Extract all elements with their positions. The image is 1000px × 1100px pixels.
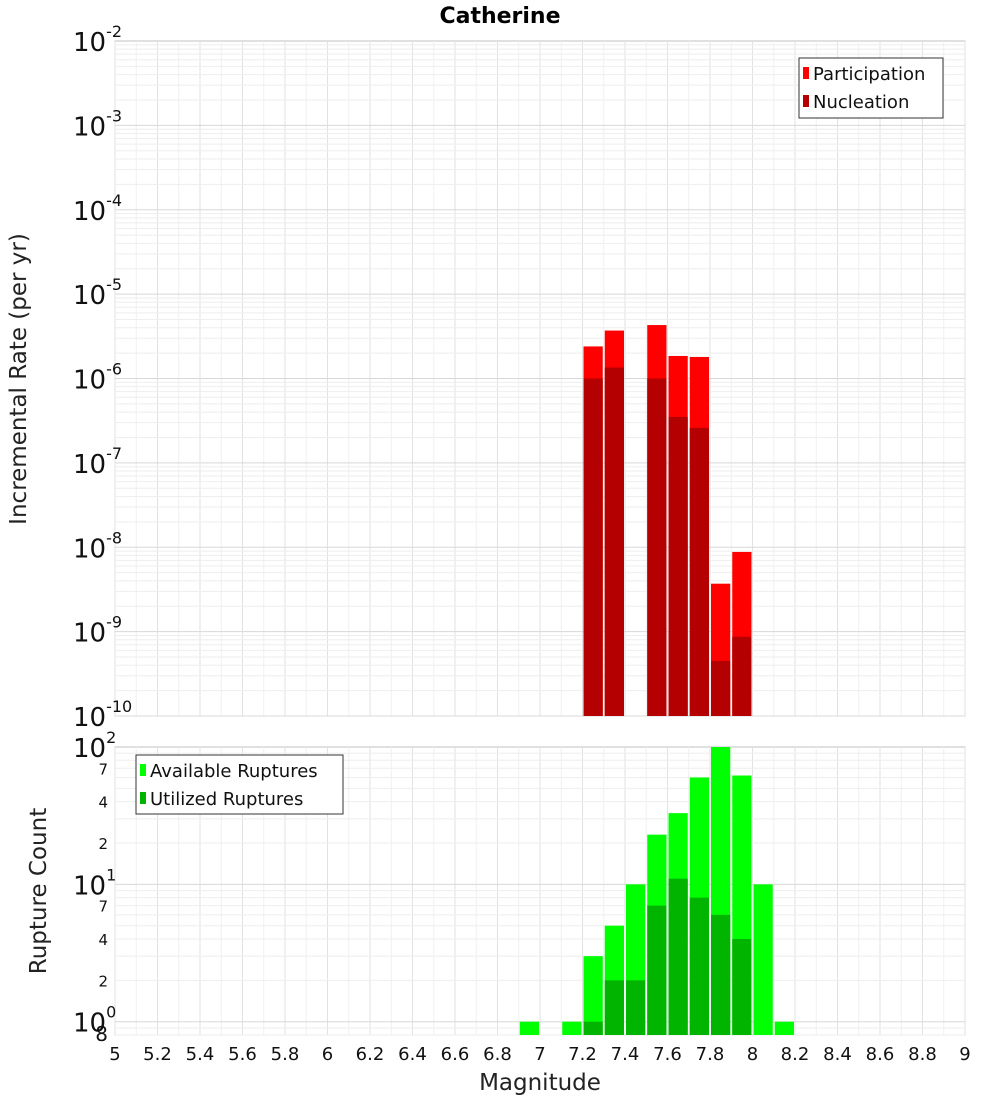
rate-nucleation-bar [711, 660, 731, 716]
count-y-tick-label: 102 [73, 728, 116, 764]
count-utilized-ruptures-bar [689, 897, 709, 1035]
x-axis-label: Magnitude [479, 1070, 601, 1096]
count-available-ruptures-bar [774, 1021, 794, 1035]
x-tick-label: 6 [322, 1044, 333, 1065]
count-panel: 100 101 102 8 2 4 7 2 4 7 Rupture Count Available… [26, 728, 966, 1046]
x-tick-label: 5.6 [228, 1044, 257, 1065]
count-utilized-ruptures-bar [668, 878, 688, 1035]
rate-y-tick-label: 10-6 [73, 360, 122, 396]
x-tick-label: 6.2 [356, 1044, 385, 1065]
count-legend-box [135, 754, 344, 815]
participation-swatch [803, 67, 809, 79]
utilized-ruptures-swatch [140, 792, 146, 804]
count-bars [519, 747, 794, 1035]
rate-nucleation-bar [647, 378, 667, 716]
count-y-tick-label: 100 [73, 1003, 116, 1039]
count-utilized-ruptures-bar [732, 939, 752, 1035]
chart-title: Catherine [439, 4, 560, 29]
x-tick-label: 5.8 [271, 1044, 300, 1065]
count-available-ruptures-bar [519, 1021, 539, 1035]
x-tick-label: 5.4 [186, 1044, 215, 1065]
rate-y-tick-label: 10-2 [73, 22, 122, 58]
count-y-tick-label: 101 [73, 865, 116, 901]
count-y-minor-tick-label: 4 [98, 931, 108, 949]
rate-panel: 10-10 10-9 10-8 10-7 10-6 10-5 10-4 10-3 10-2 In… [6, 22, 966, 733]
rate-legend: Participation Nucleation [798, 57, 944, 119]
participation-legend-label: Participation [813, 64, 925, 85]
rate-nucleation-bar [732, 636, 752, 716]
rate-bars [583, 325, 752, 716]
x-tick-label: 8.8 [908, 1044, 937, 1065]
available-ruptures-swatch [140, 764, 146, 776]
x-tick-label: 8.4 [823, 1044, 852, 1065]
rate-y-tick-label: 10-8 [73, 528, 122, 564]
count-y-minor-tick-label: 2 [98, 972, 108, 990]
x-tick-label: 7.4 [611, 1044, 640, 1065]
rate-nucleation-bar [604, 367, 624, 716]
rate-y-tick-labels: 10-10 10-9 10-8 10-7 10-6 10-5 10-4 10-3 10-2 [73, 22, 132, 733]
rate-y-tick-label: 10-3 [73, 106, 122, 142]
count-y-minor-tick-label: 8 [95, 1022, 108, 1046]
count-utilized-ruptures-bar [604, 980, 624, 1035]
rate-gridlines [114, 41, 966, 717]
rate-y-axis-label: Incremental Rate (per yr) [6, 233, 32, 525]
count-y-minor-tick-label: 7 [98, 760, 108, 778]
count-y-tick-labels: 100 101 102 8 2 4 7 2 4 7 [73, 728, 116, 1046]
count-y-minor-tick-label: 2 [98, 835, 108, 853]
nucleation-swatch [803, 95, 809, 107]
rate-y-tick-label: 10-5 [73, 275, 122, 311]
count-available-ruptures-bar [562, 1021, 582, 1035]
x-tick-label: 5 [109, 1044, 120, 1065]
x-tick-label: 5.2 [143, 1044, 172, 1065]
x-tick-label: 9 [959, 1044, 970, 1065]
rate-y-tick-label: 10-9 [73, 613, 122, 649]
rate-y-tick-label: 10-4 [73, 191, 122, 227]
x-tick-label: 6.6 [441, 1044, 470, 1065]
count-y-axis-label: Rupture Count [26, 808, 52, 974]
count-available-ruptures-bar [583, 956, 603, 1035]
x-tick-label: 7.2 [568, 1044, 597, 1065]
x-tick-label: 8 [747, 1044, 758, 1065]
nucleation-legend-label: Nucleation [813, 92, 909, 113]
count-y-minor-tick-label: 7 [98, 898, 108, 916]
count-utilized-ruptures-bar [711, 914, 731, 1035]
count-utilized-ruptures-bar [583, 1021, 603, 1035]
x-tick-label: 7 [534, 1044, 545, 1065]
count-utilized-ruptures-bar [626, 980, 646, 1035]
x-tick-label: 6.4 [398, 1044, 427, 1065]
rate-nucleation-bar [689, 427, 709, 716]
x-tick-label: 6.8 [483, 1044, 512, 1065]
count-y-minor-tick-label: 4 [98, 794, 108, 812]
x-tick-label: 8.2 [781, 1044, 810, 1065]
rate-nucleation-bar [668, 416, 688, 716]
rate-legend-box [798, 57, 944, 119]
x-tick-label: 7.6 [653, 1044, 682, 1065]
count-legend: Available Ruptures Utilized Ruptures [135, 754, 344, 815]
rate-y-tick-label: 10-7 [73, 444, 122, 480]
x-tick-label: 7.8 [696, 1044, 725, 1065]
count-utilized-ruptures-bar [647, 905, 667, 1035]
available-ruptures-legend-label: Available Ruptures [150, 761, 318, 782]
rate-y-tick-label: 10-10 [73, 697, 132, 733]
x-tick-label: 8.6 [866, 1044, 895, 1065]
count-available-ruptures-bar [753, 884, 773, 1035]
x-tick-labels: 5 5.2 5.4 5.6 5.8 6 6.2 6.4 6.6 6.8 7 7.2 7.4 7.6 7.8 8… [109, 1044, 970, 1065]
utilized-ruptures-legend-label: Utilized Ruptures [150, 789, 303, 810]
rate-nucleation-bar [583, 378, 603, 716]
